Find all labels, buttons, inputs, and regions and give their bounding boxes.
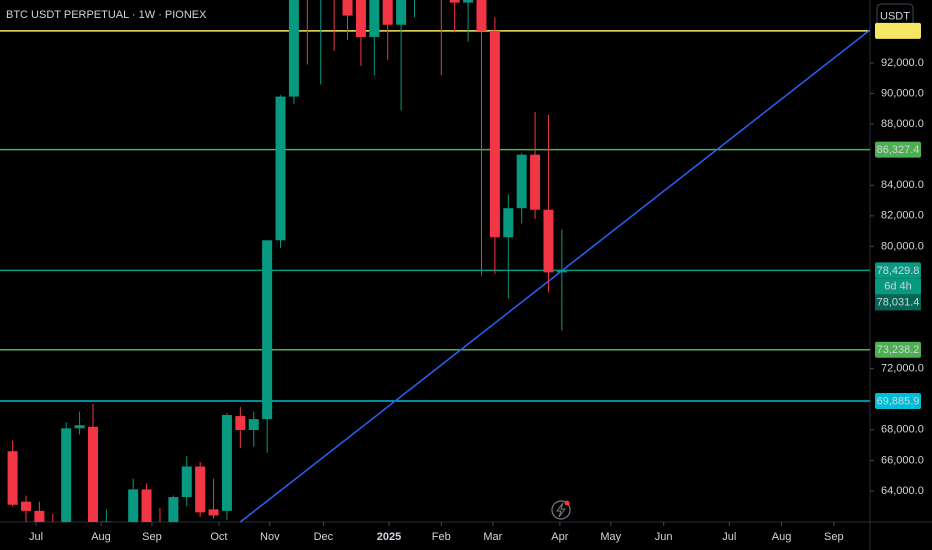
candle-body xyxy=(288,0,299,97)
candle-body xyxy=(195,466,206,513)
candle-body xyxy=(61,428,72,522)
x-tick-label: Aug xyxy=(91,531,111,543)
y-tick-label: 66,000.0 xyxy=(881,454,924,466)
candle-body xyxy=(516,154,527,209)
candle-body xyxy=(503,208,514,238)
candle-body xyxy=(7,451,18,505)
candle-body xyxy=(342,0,353,16)
x-tick-label: Dec xyxy=(314,531,334,543)
candle-body xyxy=(181,466,192,498)
candle-body xyxy=(355,0,366,37)
candle-body xyxy=(449,0,460,3)
candle-body xyxy=(168,497,179,522)
candle-body xyxy=(248,419,259,430)
candle-body xyxy=(369,0,380,37)
countdown-box xyxy=(875,278,921,295)
candle-body xyxy=(275,96,286,241)
x-tick-label: Feb xyxy=(432,531,451,543)
x-tick-label: Jun xyxy=(655,531,673,543)
y-tick-label: 64,000.0 xyxy=(881,485,924,497)
candle-body xyxy=(382,0,393,25)
x-tick-label: Nov xyxy=(260,531,280,543)
candle-body xyxy=(20,501,31,511)
y-tick-label: 90,000.0 xyxy=(881,87,924,99)
candle-body xyxy=(208,509,219,516)
last-price-label: 78,031.4 xyxy=(877,296,920,308)
candle-body xyxy=(221,415,232,511)
y-tick-label: 68,000.0 xyxy=(881,424,924,436)
x-tick-label: Oct xyxy=(210,531,227,543)
candle-body xyxy=(556,270,567,273)
candle-body xyxy=(141,489,152,522)
candle-body xyxy=(543,209,554,273)
candle-body xyxy=(463,0,474,3)
candle-body xyxy=(128,489,139,522)
chart-title: BTC USDT PERPETUAL · 1W · PIONEX xyxy=(6,9,207,21)
y-tick-label: 88,000.0 xyxy=(881,118,924,130)
x-tick-label: Sep xyxy=(142,531,162,543)
level-label-box xyxy=(875,262,921,279)
level-label: 86,327.4 xyxy=(877,144,920,156)
candle-body xyxy=(262,240,273,420)
level-label: 73,238.2 xyxy=(877,344,920,356)
y-tick-label: 82,000.0 xyxy=(881,210,924,222)
candle-body xyxy=(34,510,45,522)
x-tick-label: Mar xyxy=(483,531,502,543)
x-tick-label: 2025 xyxy=(377,531,401,543)
candle-body xyxy=(489,30,500,238)
level-label-box xyxy=(875,141,921,158)
candle-body xyxy=(101,521,112,522)
level-label-box xyxy=(875,393,921,410)
x-tick-label: Apr xyxy=(551,531,568,543)
candle-body xyxy=(235,416,246,430)
y-tick-label: 84,000.0 xyxy=(881,179,924,191)
x-tick-label: Sep xyxy=(824,531,844,543)
y-tick-label: 92,000.0 xyxy=(881,57,924,69)
candle-body xyxy=(396,0,407,25)
candle-body xyxy=(476,0,487,31)
x-tick-label: Jul xyxy=(722,531,736,543)
level-label: 78,429.8 xyxy=(877,265,920,277)
candle-body xyxy=(87,426,98,522)
y-tick-label: 72,000.0 xyxy=(881,363,924,375)
currency[interactable]: USDT xyxy=(880,10,910,22)
y-tick-label: 80,000.0 xyxy=(881,240,924,252)
level-label: 69,885.9 xyxy=(877,395,920,407)
x-tick-label: Aug xyxy=(772,531,792,543)
candle-body xyxy=(530,154,541,210)
alert-icon[interactable] xyxy=(551,500,571,520)
level-label-box xyxy=(875,22,921,39)
x-tick-label: Jul xyxy=(29,531,43,543)
plot xyxy=(0,0,870,522)
trendline xyxy=(239,29,870,522)
last-price-box xyxy=(875,294,921,311)
level-label-box xyxy=(875,341,921,358)
x-tick-label: May xyxy=(600,531,621,543)
candle-body xyxy=(74,425,85,429)
countdown: 6d 4h xyxy=(884,280,912,292)
